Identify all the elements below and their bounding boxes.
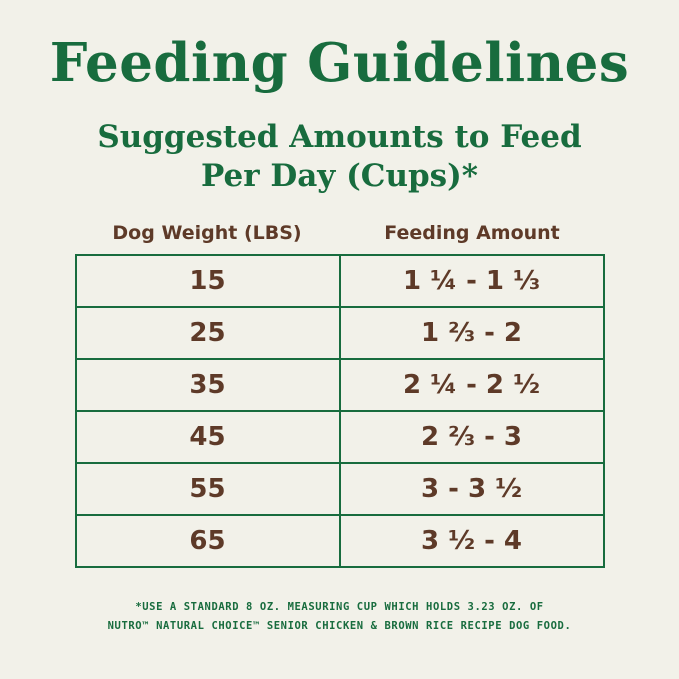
amount-cell: 2 ⅔ - 3 (338, 409, 605, 464)
table-row: 45 2 ⅔ - 3 (74, 409, 605, 464)
table-row: 65 3 ½ - 4 (74, 513, 605, 568)
weight-cell: 65 (74, 513, 341, 568)
page-title: Feeding Guidelines (49, 32, 630, 94)
column-header-feeding-amount: Feeding Amount (384, 221, 560, 244)
table-row: 55 3 - 3 ½ (74, 461, 605, 516)
table-row: 35 2 ¼ - 2 ½ (74, 357, 605, 412)
table-row: 25 1 ⅔ - 2 (74, 305, 605, 360)
footnote-line-2: NUTRO™ NATURAL CHOICE™ SENIOR CHICKEN & … (107, 619, 572, 632)
weight-cell: 45 (74, 409, 341, 464)
table-column-headers: Dog Weight (LBS) Feeding Amount (75, 222, 605, 244)
feeding-amounts-table: 15 1 ¼ - 1 ⅓ 25 1 ⅔ - 2 35 2 ¼ - 2 ½ 45 … (74, 253, 605, 568)
footnote-line-1: *USE A STANDARD 8 OZ. MEASURING CUP WHIC… (135, 600, 544, 613)
amount-cell: 3 - 3 ½ (338, 461, 605, 516)
column-header-dog-weight: Dog Weight (LBS) (112, 221, 302, 244)
weight-cell: 55 (74, 461, 341, 516)
weight-cell: 15 (74, 253, 341, 308)
subtitle-line-2: Per Day (Cups)* (201, 158, 478, 195)
measuring-cup-footnote: *USE A STANDARD 8 OZ. MEASURING CUP WHIC… (0, 598, 679, 636)
amount-cell: 3 ½ - 4 (338, 513, 605, 568)
weight-cell: 35 (74, 357, 341, 412)
subtitle-line-1: Suggested Amounts to Feed (97, 119, 582, 156)
amount-cell: 1 ⅔ - 2 (338, 305, 605, 360)
amount-cell: 2 ¼ - 2 ½ (338, 357, 605, 412)
table-row: 15 1 ¼ - 1 ⅓ (74, 253, 605, 308)
weight-cell: 25 (74, 305, 341, 360)
page-subtitle: Suggested Amounts to Feed Per Day (Cups)… (0, 118, 679, 196)
amount-cell: 1 ¼ - 1 ⅓ (338, 253, 605, 308)
